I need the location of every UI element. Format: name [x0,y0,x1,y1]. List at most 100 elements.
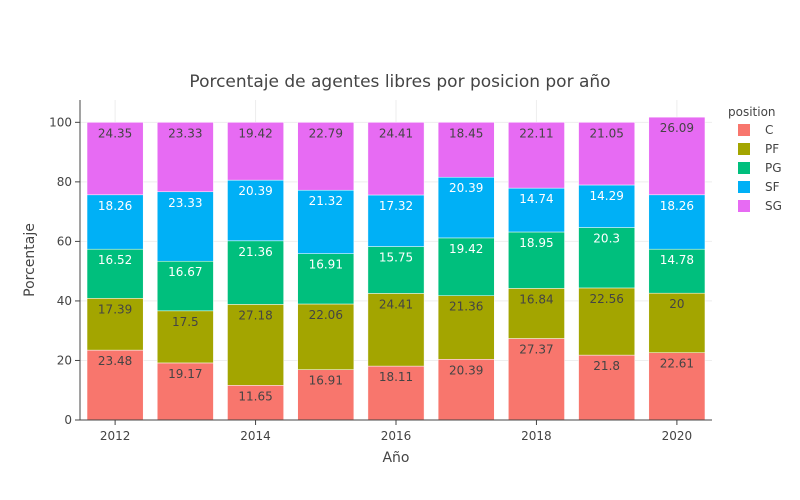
legend-swatch-sf[interactable] [738,181,750,193]
bar-label-sg-2012: 24.35 [98,126,132,140]
bar-label-pg-2012: 16.52 [98,253,132,267]
y-tick-label: 80 [57,175,72,189]
bar-label-c-2018: 27.37 [519,343,553,357]
bar-label-sf-2015: 21.32 [309,194,343,208]
bar-segment-pg-2020 [648,248,706,294]
bar-label-pf-2012: 17.39 [98,302,132,316]
y-axis-title: Porcentaje [22,223,38,297]
bar-segment-pf-2012 [86,298,144,351]
bar-segment-sf-2015 [297,189,355,254]
bar-segment-sg-2018 [508,122,565,189]
bar-label-c-2012: 23.48 [98,354,132,368]
bar-label-c-2013: 19.17 [168,367,202,381]
bar-labels: 23.48 17.39 16.52 18.26 24.35 19.17 17.5 16.67 2… [98,121,694,403]
bar-segment-c-2019 [578,354,636,421]
legend-swatch-sg[interactable] [738,200,750,212]
bar-segment-c-2016 [367,365,425,421]
bar-label-c-2016: 18.11 [379,370,413,384]
bar-segment-pg-2014 [227,240,284,305]
bar-label-sg-2020: 26.09 [660,121,694,135]
bar-segment-sg-2014 [227,122,284,181]
bar-segment-pg-2015 [297,253,355,305]
bar-segment-pg-2012 [86,248,144,299]
bar-segment-sg-2012 [86,122,144,196]
bar-segment-pg-2018 [508,231,565,289]
x-tick-label: 2014 [240,429,271,443]
bar-segment-pf-2020 [648,292,706,353]
x-tick-label: 2020 [662,429,693,443]
y-tick-label: 20 [57,353,72,367]
legend-title: position [728,105,776,119]
bar-segment-sg-2017 [437,122,495,178]
x-tick-label: 2012 [100,429,131,443]
bar-segment-pg-2016 [367,246,425,294]
x-tick-label: 2016 [381,429,412,443]
y-tick-label: 60 [57,234,72,248]
y-tick-label: 100 [49,115,72,129]
bar-segment-c-2012 [86,349,144,421]
bar-segment-pf-2015 [297,303,355,370]
bars [86,116,706,421]
bar-segment-pg-2013 [156,260,214,312]
bar-label-sf-2017: 20.39 [449,181,483,195]
bar-label-sg-2014: 19.42 [238,126,272,140]
legend-swatch-pf[interactable] [738,143,750,155]
legend-label-pf[interactable]: PF [765,142,779,156]
bar-segment-sg-2013 [156,122,214,193]
bar-label-pg-2020: 14.78 [660,253,694,267]
bar-label-pf-2020: 20 [669,297,684,311]
bar-label-pg-2017: 19.42 [449,242,483,256]
bar-label-pf-2018: 16.84 [519,292,553,306]
legend-swatch-c[interactable] [738,124,750,136]
legend-swatch-pg[interactable] [738,162,750,174]
axes: 0 20 40 60 80 100 2012 2014 2016 2018 2020 [49,100,712,443]
bar-segment-sg-2015 [297,122,355,191]
y-tick-label: 40 [57,294,72,308]
x-axis-title: Año [382,450,409,466]
legend-label-c[interactable]: C [765,123,773,137]
bar-label-c-2017: 20.39 [449,363,483,377]
bar-segment-sf-2020 [648,194,706,250]
bar-label-sf-2014: 20.39 [238,184,272,198]
bar-label-pg-2016: 15.75 [379,251,413,265]
bar-segment-sg-2016 [367,122,425,196]
bar-segment-c-2014 [227,385,284,421]
bar-label-pg-2018: 18.95 [519,236,553,250]
legend-label-sf[interactable]: SF [765,180,780,194]
bar-label-pg-2019: 20.3 [593,232,620,246]
bar-label-pg-2013: 16.67 [168,265,202,279]
y-tick-label: 0 [64,413,72,427]
bar-segment-pf-2014 [227,304,284,386]
bar-segment-sf-2012 [86,194,144,250]
bar-label-pf-2013: 17.5 [172,315,199,329]
bar-label-pf-2015: 22.06 [309,308,343,322]
bar-segment-c-2018 [508,338,565,421]
legend-label-sg[interactable]: SG [765,199,782,213]
bar-label-pg-2014: 21.36 [238,245,272,259]
bar-label-sf-2012: 18.26 [98,199,132,213]
bar-segment-sf-2019 [578,184,636,228]
bar-label-c-2020: 22.61 [660,357,694,371]
chart-title: Porcentaje de agentes libres por posicio… [189,72,610,92]
bar-segment-pf-2017 [437,295,495,360]
bar-segment-pf-2018 [508,288,565,339]
bar-label-pf-2016: 24.41 [379,297,413,311]
bar-label-sg-2013: 23.33 [168,126,202,140]
bar-segment-sf-2018 [508,187,565,233]
bar-segment-pf-2016 [367,293,425,367]
legend-label-pg[interactable]: PG [765,161,782,175]
bar-label-sg-2018: 22.11 [519,126,553,140]
bar-label-sg-2016: 24.41 [379,126,413,140]
bar-label-c-2015: 16.91 [309,374,343,388]
bar-segment-c-2015 [297,369,355,421]
bar-label-sg-2017: 18.45 [449,126,483,140]
bar-label-pg-2015: 16.91 [309,258,343,272]
bar-segment-pg-2019 [578,227,636,289]
bar-label-sg-2019: 21.05 [589,126,623,140]
bar-label-sf-2018: 14.74 [519,192,553,206]
bar-label-c-2019: 21.8 [593,359,620,373]
bar-label-sf-2013: 23.33 [168,196,202,210]
legend: position C PF PG SF SG [728,105,782,213]
bar-segment-sf-2016 [367,194,425,247]
